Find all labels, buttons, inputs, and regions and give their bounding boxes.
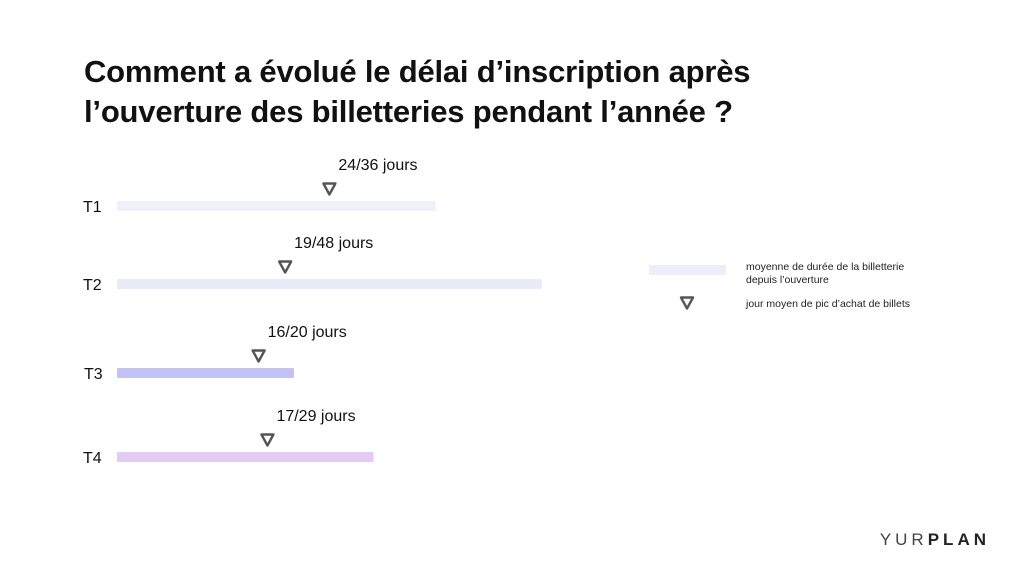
legend-bar-label-line-2: depuis l’ouverture [746, 274, 829, 286]
category-label-t1: T1 [83, 199, 102, 216]
chart-title: Comment a évolué le délai d’inscription … [84, 52, 904, 132]
data-label-t3: 16/20 jours [268, 324, 347, 341]
category-label-t4: T4 [83, 450, 102, 467]
legend-marker-label: jour moyen de pic d’achat de billets [746, 298, 910, 311]
data-label-t2: 19/48 jours [294, 235, 373, 252]
legend-bar-swatch [649, 265, 726, 275]
logo-bold-part: PLAN [927, 530, 990, 549]
chart-title-line-1: Comment a évolué le délai d’inscription … [84, 54, 751, 89]
logo-light-part: YUR [879, 530, 928, 549]
bar-t3 [117, 368, 294, 378]
legend-bar-label: moyenne de durée de la billetterie depui… [746, 261, 904, 287]
category-label-t2: T2 [83, 277, 102, 294]
chart-title-line-2: l’ouverture des billetteries pendant l’a… [84, 94, 733, 129]
bar-t1 [117, 201, 436, 211]
bar-t4 [117, 452, 374, 462]
legend-bar-label-line-1: moyenne de durée de la billetterie [746, 261, 905, 273]
peak-marker-t4 [260, 433, 275, 447]
legend-marker-label-line-1: jour moyen de pic d’achat de billets [746, 298, 911, 310]
legend-marker-icon [679, 296, 695, 310]
peak-marker-t1 [322, 182, 337, 196]
bar-t2 [117, 279, 542, 289]
data-label-t4: 17/29 jours [276, 408, 355, 425]
data-label-t1: 24/36 jours [338, 157, 417, 174]
peak-marker-t3 [251, 349, 266, 363]
peak-marker-t2 [277, 260, 293, 274]
yurplan-logo: YURPLAN [880, 530, 990, 550]
category-label-t3: T3 [84, 366, 103, 383]
